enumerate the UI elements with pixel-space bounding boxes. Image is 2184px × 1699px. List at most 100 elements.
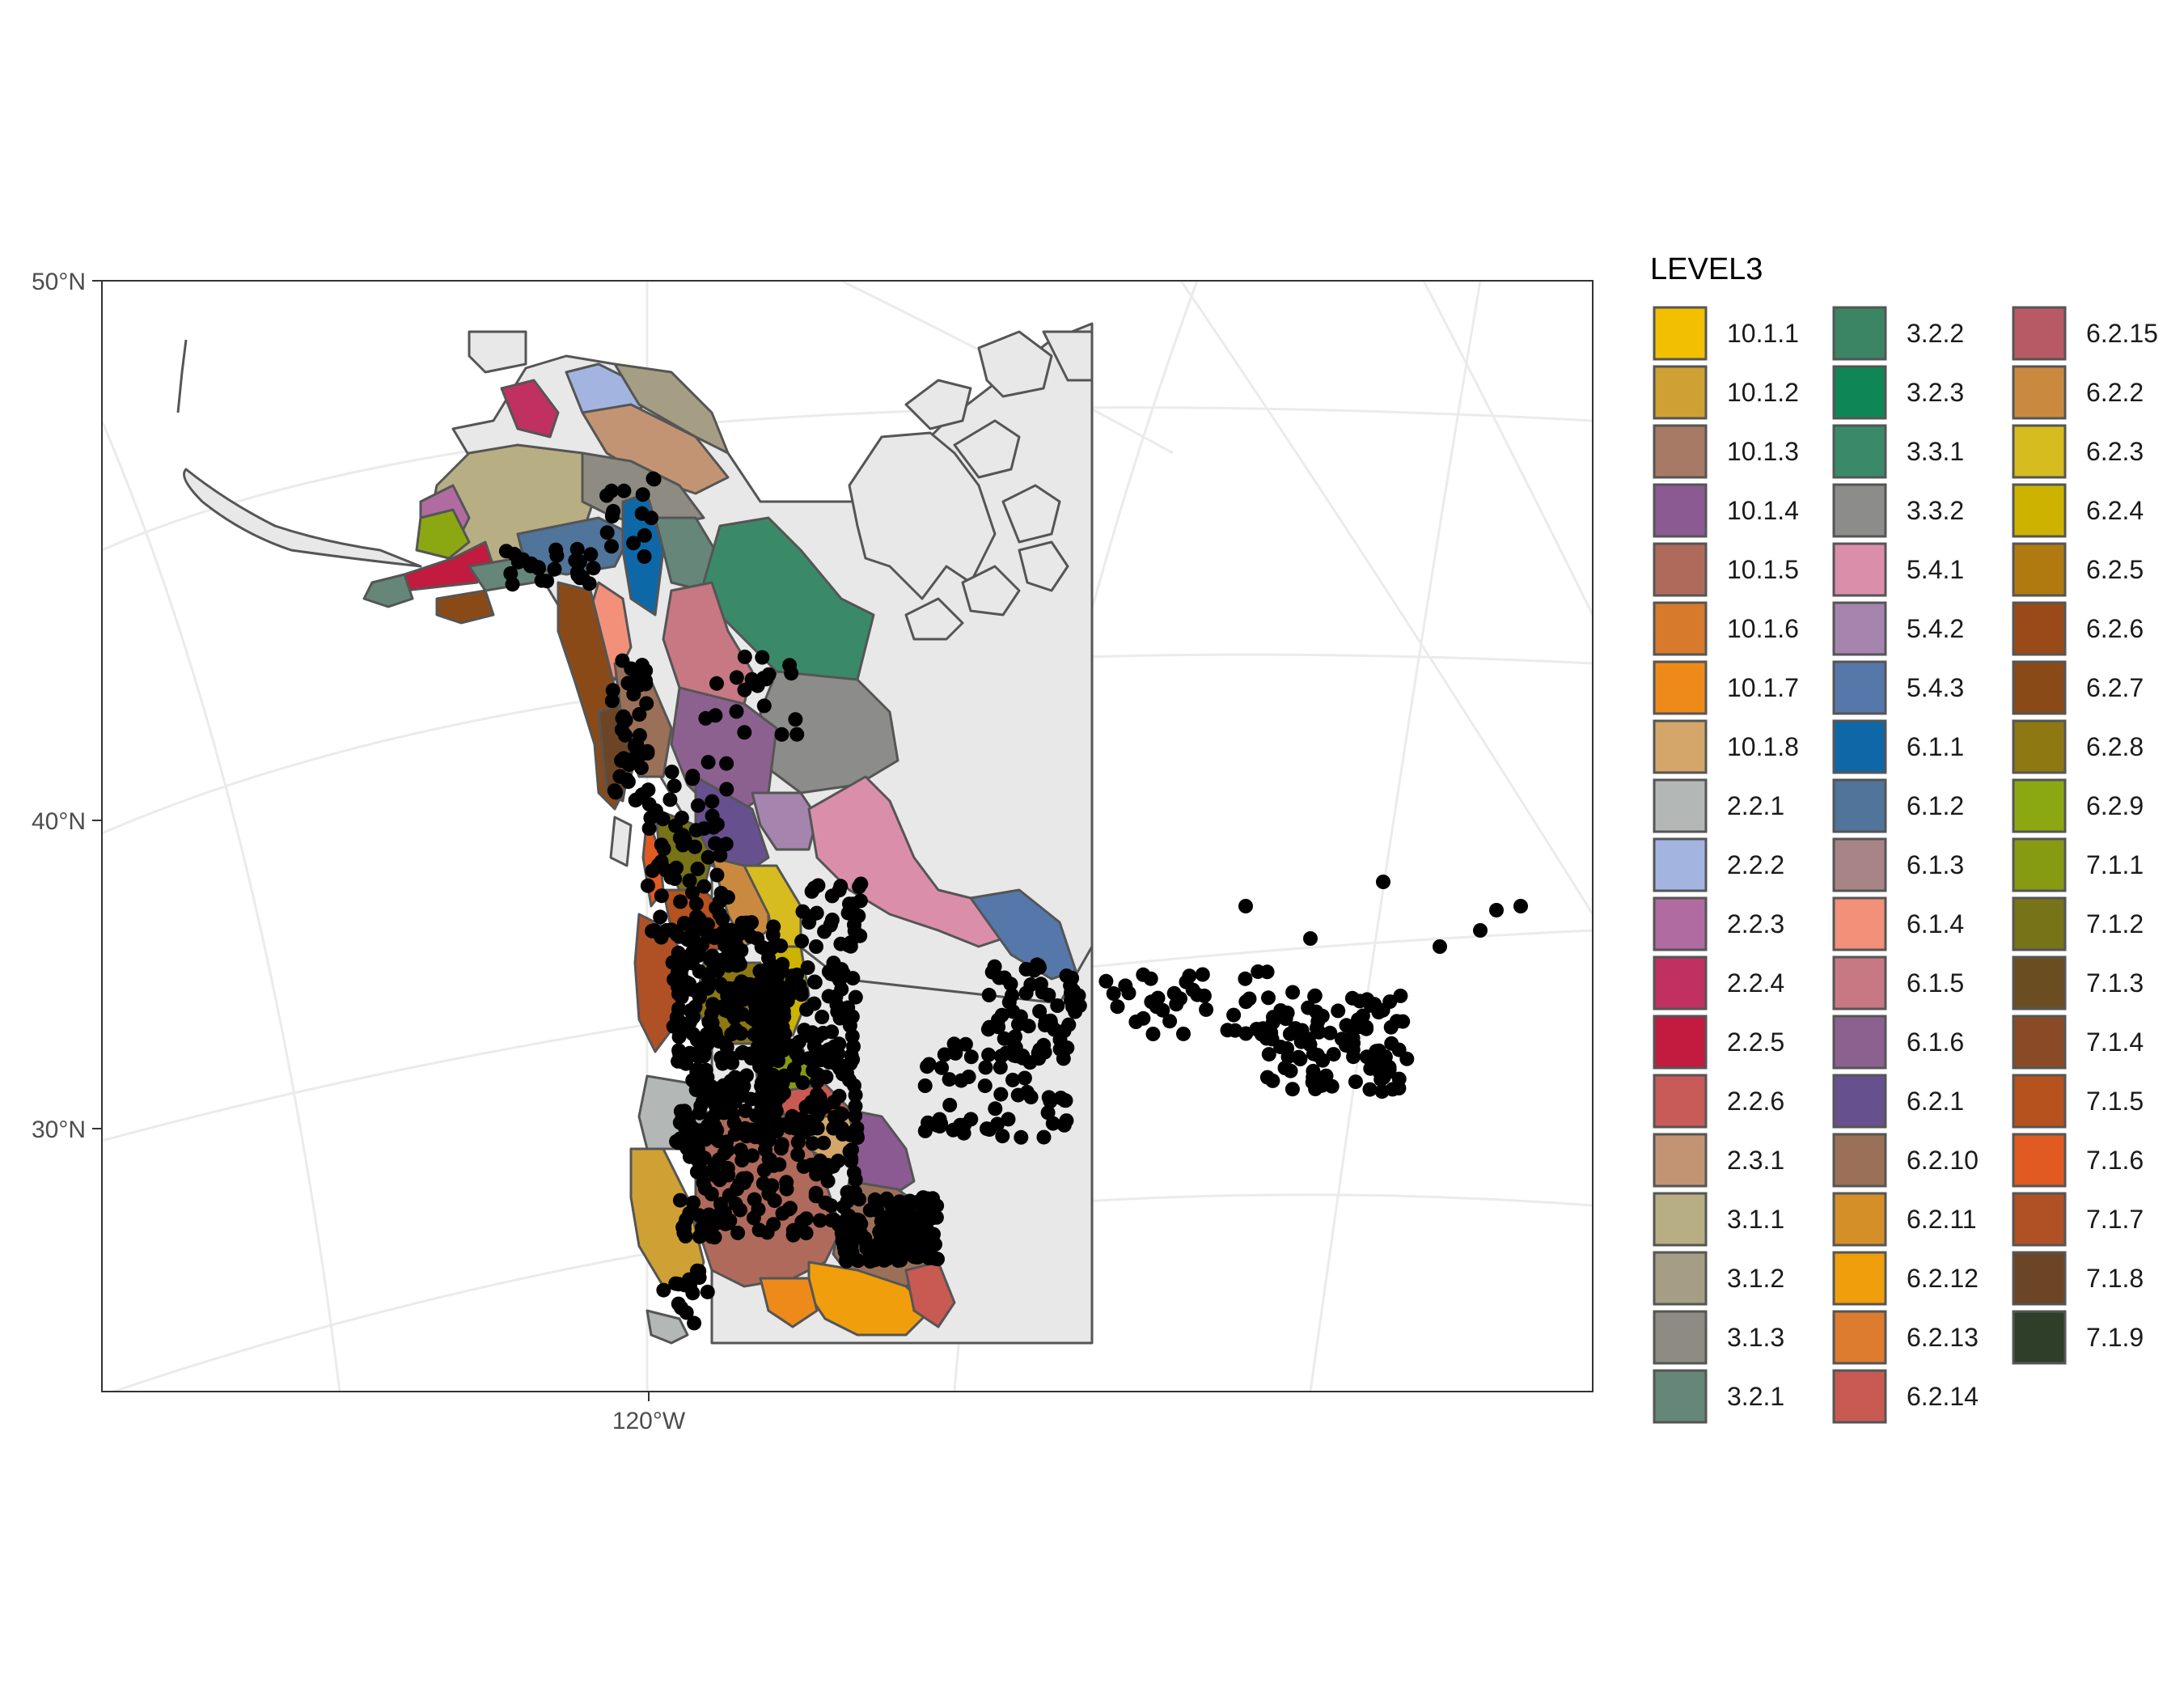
legend-swatch — [1832, 542, 1887, 597]
observation-point — [707, 930, 722, 946]
legend-label: 7.1.1 — [2086, 850, 2144, 879]
observation-point — [709, 1132, 725, 1146]
observation-point — [789, 1046, 805, 1061]
observation-point — [806, 880, 822, 896]
observation-point — [1265, 1015, 1280, 1030]
legend-item: 10.1.4 — [1653, 483, 1799, 538]
observation-point — [737, 649, 752, 664]
observation-point — [684, 922, 700, 938]
observation-point — [756, 1163, 772, 1178]
ecoregion-6.2.7 — [435, 589, 495, 625]
legend-swatch — [1832, 1369, 1887, 1424]
legend-swatch — [1653, 1015, 1708, 1070]
observation-point — [1280, 1040, 1295, 1056]
observation-point — [727, 1127, 743, 1142]
observation-point — [853, 928, 868, 943]
observation-point — [848, 989, 863, 1005]
observation-point — [1036, 1037, 1052, 1053]
observation-point — [644, 511, 659, 526]
observation-point — [853, 893, 868, 909]
observation-point — [777, 1009, 792, 1024]
observation-point — [616, 483, 632, 498]
observation-point — [654, 837, 669, 853]
observation-point — [824, 1024, 840, 1040]
legend-item: 6.2.5 — [2012, 542, 2144, 597]
legend-label: 7.1.3 — [2086, 968, 2144, 998]
observation-point — [1261, 1047, 1276, 1062]
observation-point — [844, 1243, 859, 1258]
observation-point — [847, 917, 861, 932]
legend-item: 6.2.10 — [1832, 1133, 1979, 1188]
observation-point — [615, 710, 630, 726]
observation-point — [1162, 1014, 1178, 1029]
ecoregion-5.4.3 — [969, 888, 1077, 981]
observation-point — [790, 1147, 806, 1162]
meridian-line — [1422, 281, 1593, 616]
observation-point — [737, 1175, 751, 1190]
observation-point — [1050, 998, 1065, 1013]
observation-point — [961, 1070, 976, 1084]
observation-point — [700, 1284, 715, 1299]
observation-point — [692, 947, 707, 963]
observation-point — [925, 1210, 940, 1225]
observation-point — [682, 873, 697, 888]
legend-swatch — [1832, 1251, 1887, 1306]
observation-point — [654, 888, 669, 904]
legend-label: 2.2.6 — [1727, 1087, 1784, 1116]
observation-point — [696, 879, 712, 894]
observation-point — [789, 727, 805, 742]
observation-point — [1385, 1082, 1400, 1097]
observation-point — [751, 1222, 767, 1238]
observation-point — [802, 1114, 817, 1129]
observation-point — [639, 696, 654, 711]
observation-point — [832, 1088, 847, 1104]
observation-point — [994, 1007, 1009, 1023]
observation-point — [1190, 987, 1205, 1002]
observation-point — [1273, 1003, 1289, 1018]
ecoregion-3.2.1 — [362, 573, 414, 608]
observation-point — [755, 1075, 769, 1091]
meridian-line — [1309, 281, 1482, 1392]
observation-point — [689, 1064, 705, 1079]
legend-swatch — [2012, 837, 2067, 892]
observation-point — [1362, 1082, 1378, 1097]
observation-point — [583, 547, 599, 562]
observation-point — [1323, 1025, 1338, 1040]
observation-point — [846, 1165, 861, 1180]
legend: 10.1.1 10.1.2 10.1.3 10.1.4 10.1.5 10.1.6 10.1… — [1653, 306, 2158, 1424]
legend-label: 5.4.1 — [1907, 555, 1964, 584]
observation-point — [718, 837, 734, 852]
observation-point — [946, 1122, 961, 1138]
observation-point — [659, 922, 675, 938]
observation-point — [798, 1226, 814, 1241]
legend-swatch — [2012, 719, 2067, 774]
observation-point — [895, 1201, 911, 1217]
observation-point — [1169, 997, 1184, 1012]
observation-point — [789, 1121, 804, 1137]
legend-label: 5.4.3 — [1907, 673, 1964, 702]
observation-point — [698, 710, 713, 726]
legend-item: 3.2.1 — [1653, 1369, 1784, 1424]
observation-point — [1022, 1055, 1038, 1070]
observation-point — [722, 1213, 738, 1228]
map-panel-border — [101, 280, 1594, 1392]
legend-label: 2.2.4 — [1727, 968, 1784, 998]
legend-label: 6.2.2 — [2086, 378, 2144, 407]
observation-point — [1055, 1042, 1070, 1057]
observation-point — [937, 1047, 952, 1062]
ecoregion-6.2.9 — [415, 508, 471, 560]
observation-point — [797, 1023, 812, 1038]
observation-point — [963, 1049, 979, 1065]
observation-point — [995, 1129, 1010, 1144]
legend-swatch — [1653, 306, 1708, 361]
legend-label: 10.1.1 — [1727, 319, 1799, 348]
observation-point — [549, 548, 565, 563]
observation-point — [1017, 1070, 1032, 1086]
observation-point — [674, 1016, 689, 1032]
legend-item: 6.2.15 — [2012, 306, 2158, 361]
observation-point — [799, 1002, 814, 1017]
observation-point — [735, 1087, 751, 1103]
observation-point — [573, 570, 588, 586]
observation-point — [1182, 968, 1197, 984]
legend-swatch — [1832, 424, 1887, 479]
